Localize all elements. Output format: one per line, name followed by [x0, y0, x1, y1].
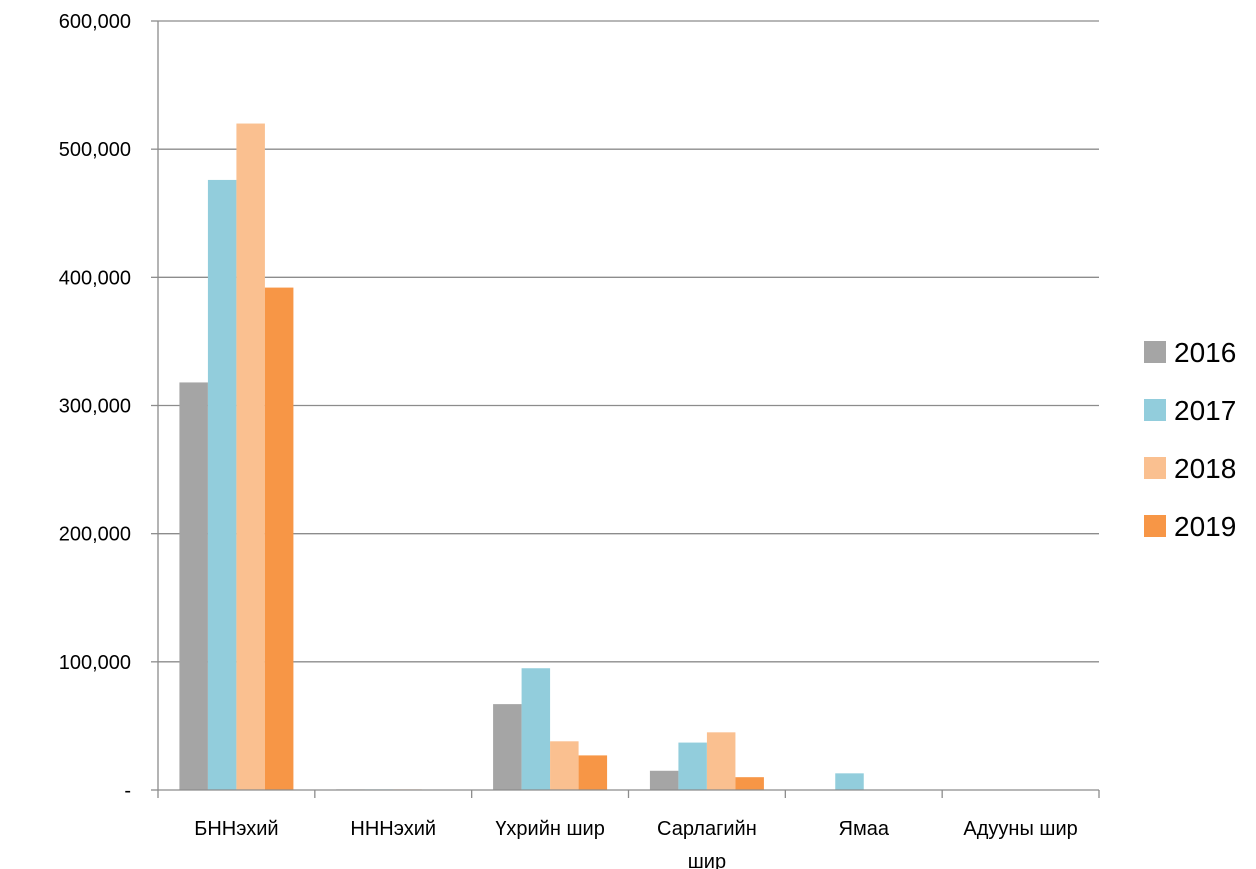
y-tick-label: 600,000 [59, 11, 131, 33]
bar-2019-3 [735, 777, 764, 790]
y-tick-label: 100,000 [59, 652, 131, 674]
bar-2018-3 [706, 732, 736, 790]
x-category-label: Үхрийн шир [495, 818, 605, 840]
bar-2016-0 [179, 382, 208, 790]
bar-2016-3 [649, 770, 679, 790]
axes [151, 20, 1100, 798]
x-category-label: БННэхий [194, 818, 278, 840]
bars [179, 123, 864, 791]
legend-label: 2016 [1174, 337, 1236, 368]
x-category-label: Адууны шир [963, 818, 1077, 840]
bar-2019-0 [264, 287, 294, 790]
bar-2017-0 [207, 179, 237, 791]
legend-label: 2017 [1174, 395, 1236, 426]
legend-swatch-2016 [1144, 341, 1166, 363]
x-category-labels: БННэхий НННэхий Үхрийн шир Сарлагийн шир Ямаа… [194, 818, 1078, 869]
x-category-label: НННэхий [350, 818, 436, 840]
y-tick-label: 400,000 [59, 267, 131, 289]
legend-swatch-2017 [1144, 399, 1166, 421]
x-category-label: Сарлагийн [657, 818, 757, 840]
legend-swatch-2019 [1144, 515, 1166, 537]
bar-2018-0 [236, 123, 265, 791]
y-tick-label: 500,000 [59, 139, 131, 161]
bar-2016-2 [493, 704, 522, 790]
bar-2017-2 [521, 668, 551, 790]
y-tick-label: 200,000 [59, 524, 131, 546]
legend-label: 2019 [1174, 511, 1236, 542]
bar-2017-4 [835, 773, 864, 790]
y-tick-labels: - 100,000 200,000 300,000 400,000 500,000 600,… [59, 11, 131, 802]
y-tick-label: - [124, 780, 131, 802]
bar-2018-2 [550, 741, 579, 790]
bar-2019-2 [578, 755, 608, 790]
gridlines [158, 20, 1099, 663]
x-category-label: Ямаа [839, 818, 890, 840]
legend-swatch-2018 [1144, 457, 1166, 479]
legend: 2016 2017 2018 2019 [1144, 337, 1236, 542]
y-tick-label: 300,000 [59, 396, 131, 418]
legend-label: 2018 [1174, 453, 1236, 484]
x-category-label: шир [688, 851, 726, 869]
bar-2017-3 [678, 742, 707, 790]
